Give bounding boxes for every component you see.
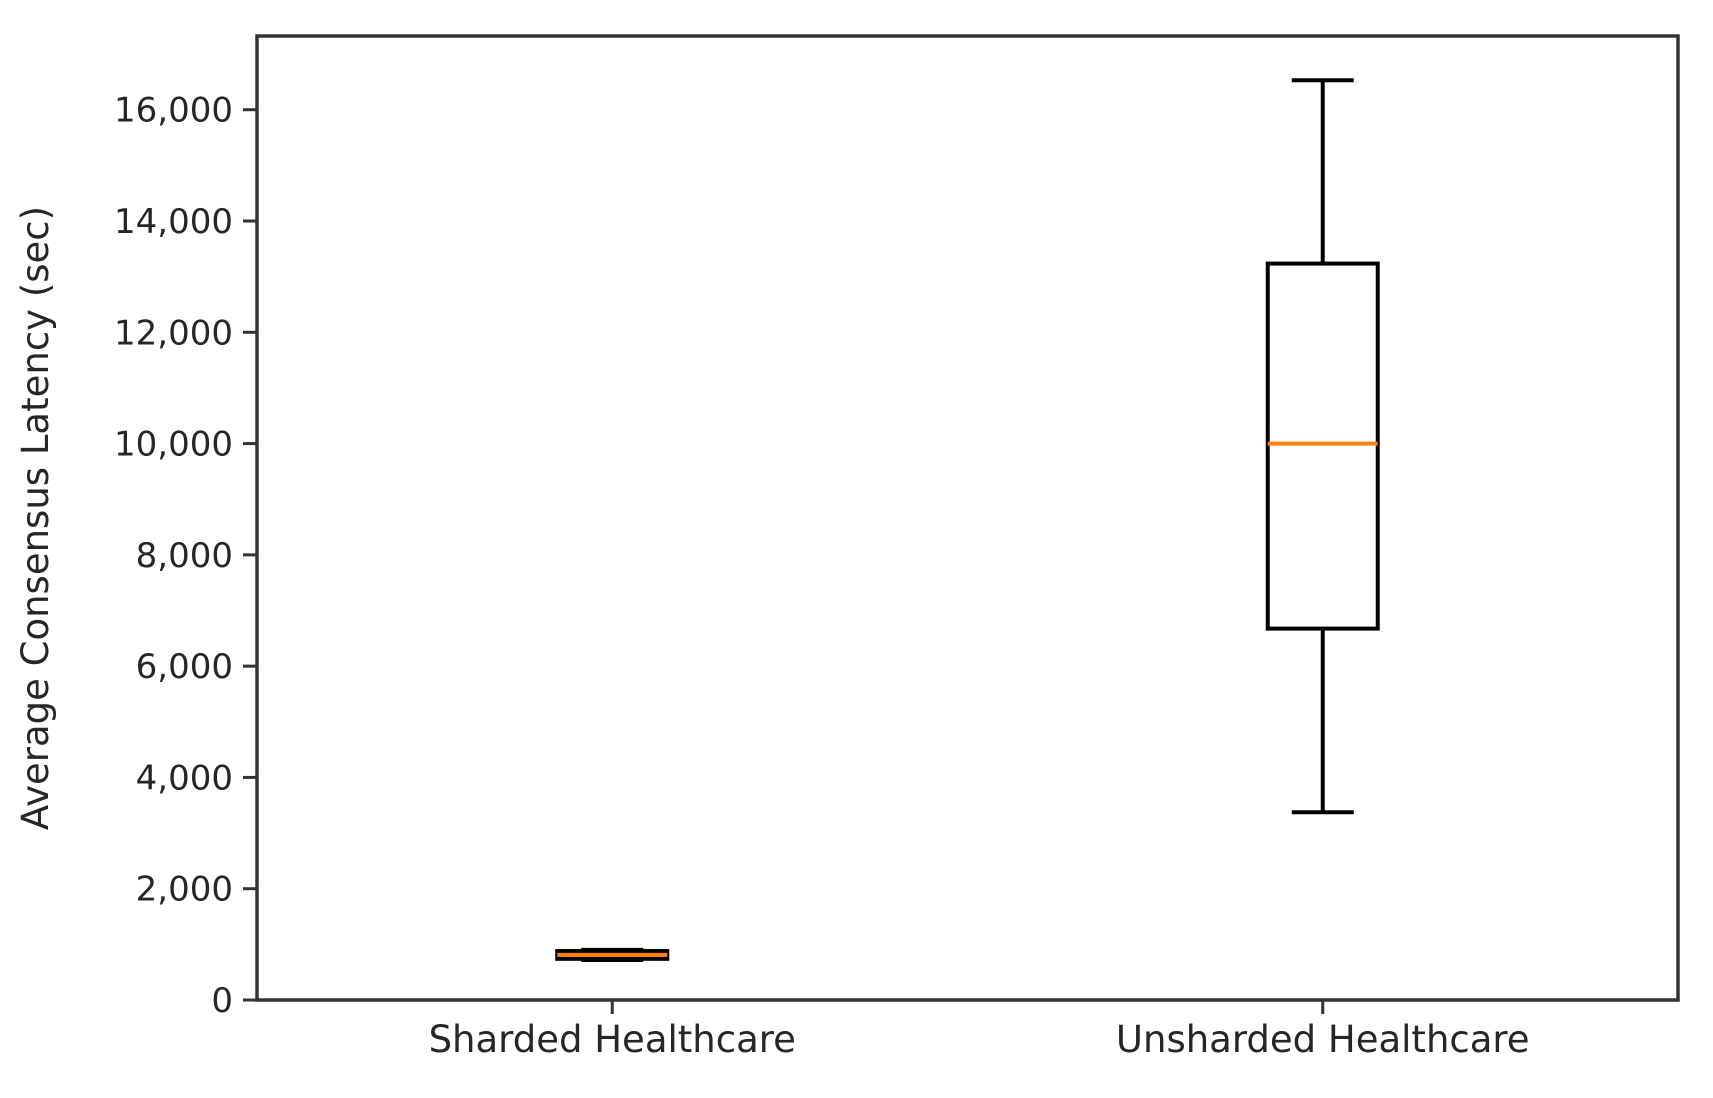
y-tick-label: 8,000 (136, 536, 233, 576)
y-tick-label: 0 (211, 981, 233, 1021)
box-whisker-unsharded-healthcare (1265, 78, 1380, 815)
y-tick-label: 2,000 (136, 870, 233, 910)
y-axis-label: Average Consensus Latency (sec) (14, 206, 57, 830)
y-tick-label: 12,000 (114, 313, 233, 353)
plot-frame (255, 34, 1680, 1002)
x-tick-label: Unsharded Healthcare (1116, 1018, 1530, 1061)
y-tick-label: 14,000 (114, 202, 233, 242)
y-tick-label: 4,000 (136, 758, 233, 798)
box-rect (1265, 261, 1380, 631)
y-tick-label: 16,000 (114, 91, 233, 131)
box-whisker-sharded-healthcare (555, 947, 670, 962)
x-tick-label: Sharded Healthcare (429, 1018, 796, 1061)
y-tick-label: 6,000 (136, 647, 233, 687)
y-tick-label: 10,000 (114, 425, 233, 465)
